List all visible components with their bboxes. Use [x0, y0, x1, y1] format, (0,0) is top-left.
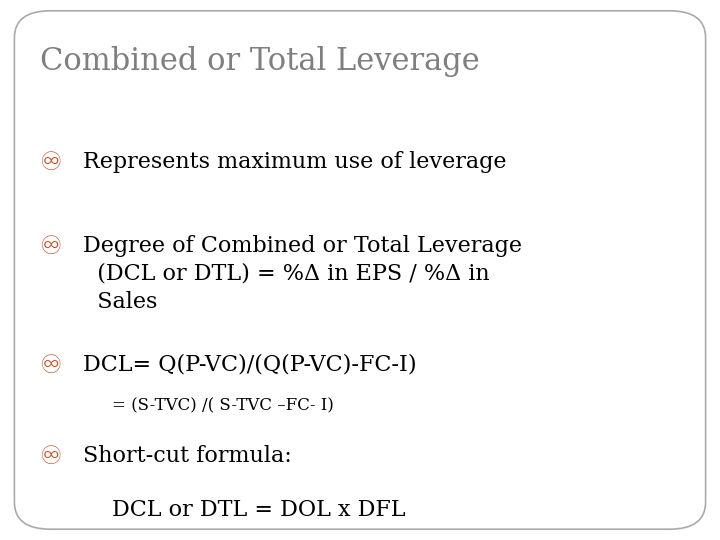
Text: Short-cut formula:: Short-cut formula:: [83, 446, 292, 468]
Text: Represents maximum use of leverage: Represents maximum use of leverage: [83, 151, 506, 173]
Text: Degree of Combined or Total Leverage
  (DCL or DTL) = %Δ in EPS / %Δ in
  Sales: Degree of Combined or Total Leverage (DC…: [83, 235, 522, 313]
FancyBboxPatch shape: [14, 11, 706, 529]
Text: ♾: ♾: [40, 354, 62, 377]
Text: ♾: ♾: [40, 235, 62, 259]
Text: DCL or DTL = DOL x DFL: DCL or DTL = DOL x DFL: [112, 500, 405, 522]
Text: = (S-TVC) /( S-TVC –FC- I): = (S-TVC) /( S-TVC –FC- I): [112, 397, 333, 414]
Text: ♾: ♾: [40, 446, 62, 469]
Text: Combined or Total Leverage: Combined or Total Leverage: [40, 46, 480, 77]
Text: ♾: ♾: [40, 151, 62, 175]
Text: DCL= Q(P-VC)/(Q(P-VC)-FC-I): DCL= Q(P-VC)/(Q(P-VC)-FC-I): [83, 354, 416, 376]
